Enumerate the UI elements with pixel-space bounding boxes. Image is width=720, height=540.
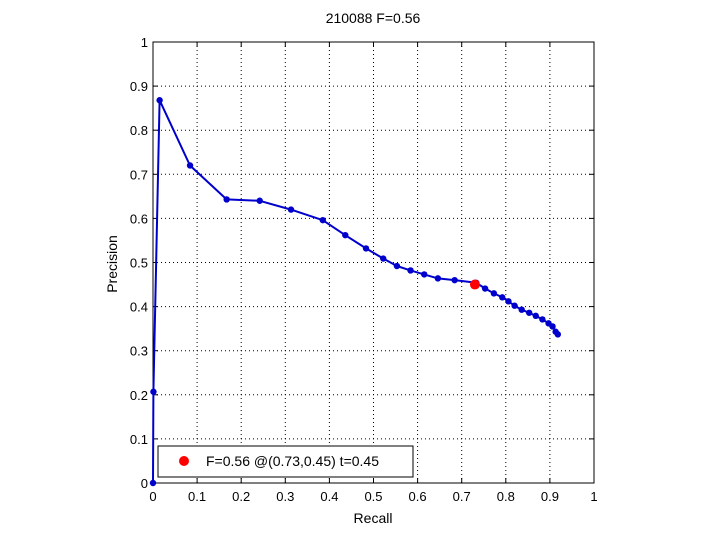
pr-point <box>223 196 230 203</box>
x-tick-label: 0.2 <box>232 489 250 504</box>
x-tick-label: 0.9 <box>541 489 559 504</box>
pr-point <box>499 294 506 301</box>
x-tick-label: 0.5 <box>364 489 382 504</box>
pr-point <box>511 302 518 309</box>
best-f-point <box>469 279 480 290</box>
x-tick-label: 1 <box>590 489 597 504</box>
x-tick-label: 0.6 <box>409 489 427 504</box>
y-tick-label: 0.9 <box>130 79 148 94</box>
pr-point <box>407 267 414 274</box>
x-tick-label: 0 <box>149 489 156 504</box>
y-tick-label: 0.1 <box>130 432 148 447</box>
y-tick-label: 1 <box>141 35 148 50</box>
legend-box <box>157 445 414 478</box>
y-tick-label: 0.3 <box>130 344 148 359</box>
pr-point <box>149 479 157 487</box>
pr-point <box>362 245 370 252</box>
y-tick-label: 0 <box>141 476 148 491</box>
x-tick-label: 0.3 <box>276 489 294 504</box>
pr-point <box>554 331 562 338</box>
pr-point <box>150 388 157 395</box>
pr-point <box>380 255 387 262</box>
pr-point <box>451 276 458 284</box>
legend: F=0.56 @(0.73,0.45) t=0.45 <box>157 445 414 478</box>
pr-curve <box>149 97 562 487</box>
pr-point <box>525 309 533 316</box>
pr-point <box>490 290 498 297</box>
y-tick-label: 0.4 <box>130 300 148 315</box>
pr-point <box>156 97 163 104</box>
pr-point <box>186 162 194 169</box>
y-tick-label: 0.8 <box>130 123 148 138</box>
y-tick-label: 0.6 <box>130 211 148 226</box>
x-axis-label: Recall <box>354 510 393 526</box>
y-tick-label: 0.5 <box>130 256 148 271</box>
y-tick-label: 0.7 <box>130 167 148 182</box>
pr-point <box>434 275 442 282</box>
f-measure-point <box>469 279 480 290</box>
y-axis-label: Precision <box>104 235 120 293</box>
chart-title: 210088 F=0.56 <box>326 10 421 26</box>
pr-point <box>319 216 326 224</box>
grid-lines <box>153 42 594 483</box>
pr-point <box>539 316 546 323</box>
x-tick-labels: 0 0.1 0.2 0.3 0.4 0.5 0.6 0.7 0.8 0.9 1 <box>149 489 597 504</box>
pr-point <box>287 206 295 213</box>
y-tick-labels: 0 0.1 0.2 0.3 0.4 0.5 0.6 0.7 0.8 0.9 1 <box>130 35 148 491</box>
y-tick-label: 0.2 <box>130 388 148 403</box>
pr-point <box>256 197 263 204</box>
legend-entry: F=0.56 @(0.73,0.45) t=0.45 <box>206 453 379 469</box>
pr-point <box>532 312 539 320</box>
pr-point <box>549 323 556 330</box>
x-tick-label: 0.4 <box>320 489 338 504</box>
pr-point <box>421 271 428 278</box>
pr-point <box>342 231 349 239</box>
x-tick-label: 0.1 <box>188 489 206 504</box>
x-tick-label: 0.7 <box>453 489 471 504</box>
legend-marker <box>179 456 189 466</box>
pr-point <box>481 285 489 292</box>
pr-point <box>505 298 512 305</box>
pr-point <box>518 306 525 313</box>
x-tick-label: 0.8 <box>497 489 515 504</box>
pr-point <box>393 262 401 270</box>
